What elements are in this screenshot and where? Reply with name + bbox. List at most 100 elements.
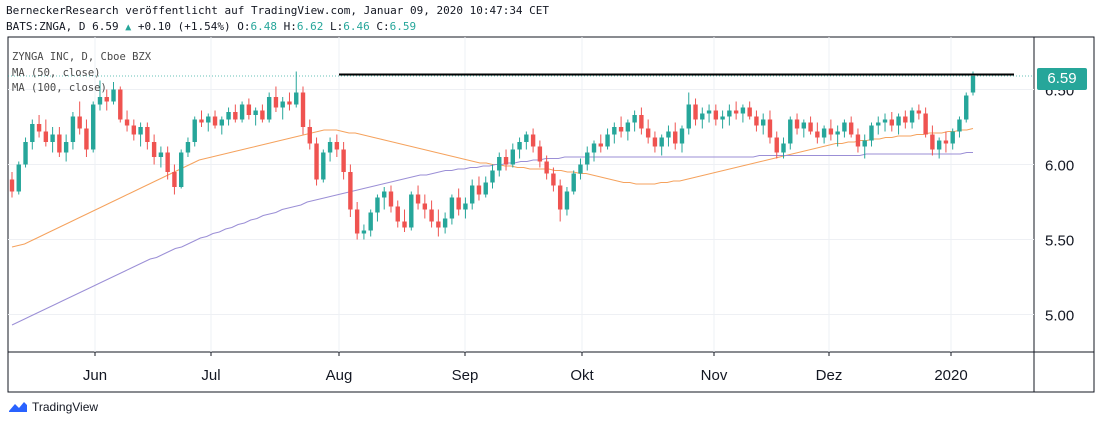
candle-body: [713, 110, 719, 120]
candle-body: [483, 182, 488, 195]
candle-body: [943, 140, 949, 144]
y-tick-label: 6.00: [1045, 158, 1074, 175]
candle-body: [63, 142, 69, 153]
candle-body: [720, 116, 725, 120]
candle-body: [138, 127, 143, 135]
candle-body: [84, 128, 89, 150]
candle-body: [835, 131, 840, 135]
candle-body: [754, 116, 759, 126]
candle-body: [612, 127, 617, 135]
candle-body: [673, 131, 678, 144]
x-tick-label: Nov: [701, 367, 728, 384]
candle-body: [564, 191, 570, 210]
x-tick-label: 2020: [934, 367, 967, 384]
candle-body: [388, 191, 394, 207]
brand-text: TradingView: [32, 400, 99, 414]
candle-body: [585, 152, 590, 165]
candle-body: [239, 104, 245, 120]
candle-body: [402, 221, 407, 228]
candle-body: [354, 209, 360, 234]
ohlc-header: BATS:ZNGA, D 6.59 ▲ +0.10 (+1.54%) O:6.4…: [6, 20, 416, 33]
candle-body: [781, 143, 786, 153]
candle-body: [964, 95, 969, 120]
y-tick-label: 5.50: [1045, 233, 1074, 250]
candle-body: [530, 134, 536, 147]
high-label: H:: [283, 20, 297, 33]
candle-body: [497, 157, 502, 171]
y-tick-label: 5.00: [1045, 308, 1074, 325]
candle-body: [70, 116, 76, 142]
symbol-label: BATS:ZNGA, D: [6, 20, 86, 33]
candle-body: [131, 125, 137, 135]
candle-body: [625, 122, 631, 132]
candle-body: [246, 104, 252, 115]
candle-body: [97, 97, 103, 105]
candle-body: [517, 142, 522, 150]
candle-body: [226, 112, 231, 120]
candle-body: [30, 124, 35, 142]
candle-body: [436, 221, 441, 228]
candle-body: [957, 119, 962, 132]
candle-body: [828, 128, 834, 135]
close-label: C:: [376, 20, 390, 33]
candle-body: [930, 134, 935, 150]
candle-body: [666, 131, 671, 138]
candle-body: [145, 127, 150, 142]
candle-body: [395, 206, 400, 222]
candle-body: [341, 149, 346, 172]
candle-body: [429, 209, 434, 222]
candle-body: [706, 110, 712, 114]
candle-body: [300, 92, 306, 127]
candle-body: [233, 112, 238, 120]
x-tick-label: Aug: [326, 367, 353, 384]
candle-body: [848, 122, 854, 135]
candle-body: [686, 104, 691, 129]
high-value: 6.62: [296, 20, 324, 33]
candle-body: [774, 137, 779, 153]
candle-body: [442, 218, 448, 228]
candle-body: [551, 173, 556, 186]
candle-body: [9, 179, 15, 192]
candle-body: [618, 127, 624, 132]
candle-body: [463, 203, 468, 210]
candle-body: [165, 152, 170, 172]
candle-body: [151, 142, 157, 157]
candle-body: [889, 119, 894, 126]
candle-body: [733, 110, 739, 114]
candle-body: [314, 143, 319, 180]
candle-body: [909, 110, 915, 123]
candle-body: [815, 131, 820, 138]
tradingview-brand[interactable]: TradingView: [8, 400, 98, 414]
candle-body: [415, 194, 421, 204]
candle-body: [808, 122, 813, 132]
candle-body: [652, 137, 658, 147]
candle-body: [842, 122, 847, 132]
candle-body: [266, 97, 272, 120]
candle-body: [206, 116, 211, 123]
candle-body: [632, 115, 637, 123]
candle-body: [869, 125, 874, 141]
candle-body: [124, 119, 130, 126]
candle-body: [767, 119, 773, 138]
candle-body: [294, 92, 299, 105]
candle-body: [544, 161, 549, 174]
candle-body: [794, 119, 800, 129]
candle-body: [118, 89, 123, 120]
tradingview-logo-icon: [9, 402, 27, 412]
candle-body: [212, 116, 218, 126]
candle-body: [456, 197, 461, 210]
chart-frame: [7, 36, 1095, 393]
candle-body: [645, 128, 651, 138]
candle-body: [659, 137, 664, 147]
candle-body: [571, 173, 576, 192]
candle-body: [57, 134, 62, 153]
x-tick-label: Sep: [452, 367, 479, 384]
candle-body: [876, 122, 881, 126]
candle-body: [700, 113, 705, 120]
candle-body: [91, 104, 96, 150]
candle-body: [490, 170, 495, 183]
candle-body: [950, 131, 955, 144]
candle-body: [679, 128, 685, 144]
candle-body: [882, 119, 888, 123]
